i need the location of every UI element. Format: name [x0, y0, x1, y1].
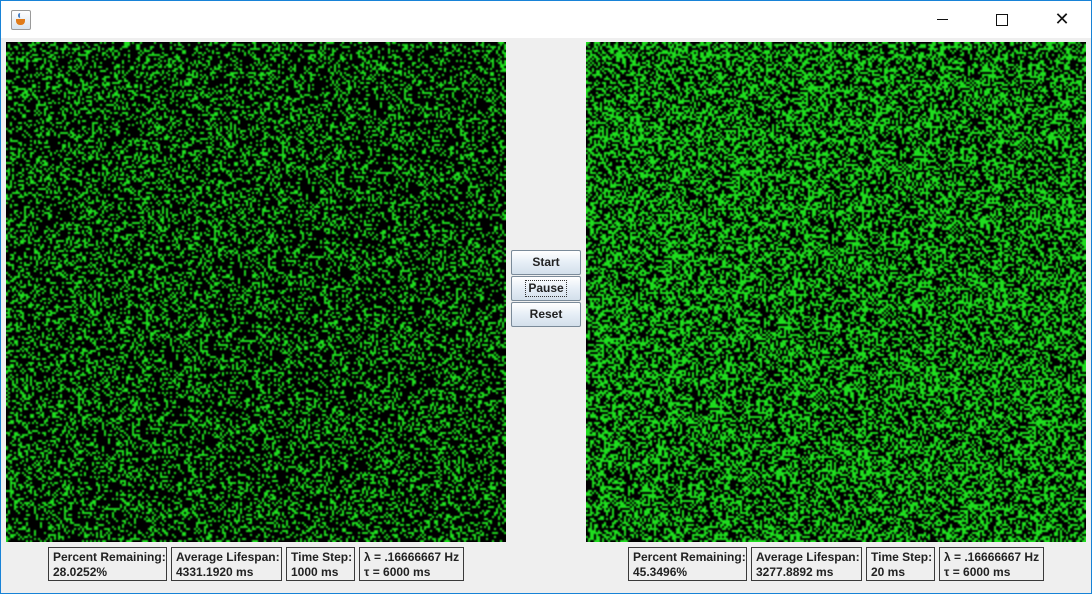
right-time-step: Time Step: 20 ms	[866, 547, 935, 581]
pause-button[interactable]: Pause	[511, 276, 581, 301]
left-lifespan-value: 4331.1920 ms	[176, 565, 254, 579]
control-buttons: Start Pause Reset	[511, 250, 581, 328]
close-button[interactable]: ✕	[1039, 1, 1085, 38]
start-button-label: Start	[532, 255, 560, 269]
right-simulation-panel	[586, 42, 1086, 542]
right-percent-label: Percent Remaining:	[633, 550, 746, 564]
minimize-button[interactable]	[919, 1, 965, 38]
right-tau-text: τ = 6000 ms	[944, 565, 1011, 579]
left-time-step: Time Step: 1000 ms	[286, 547, 355, 581]
left-percent-remaining: Percent Remaining: 28.0252%	[48, 547, 167, 581]
left-lifespan-label: Average Lifespan:	[176, 550, 280, 564]
maximize-button[interactable]	[979, 1, 1025, 38]
right-lambda-text: λ = .16666667 Hz	[944, 550, 1040, 564]
reset-button[interactable]: Reset	[511, 302, 581, 327]
left-average-lifespan: Average Lifespan: 4331.1920 ms	[171, 547, 282, 581]
maximize-icon	[996, 13, 1008, 26]
left-tau-text: τ = 6000 ms	[364, 565, 431, 579]
right-step-label: Time Step:	[871, 550, 933, 564]
left-step-value: 1000 ms	[291, 565, 339, 579]
left-percent-label: Percent Remaining:	[53, 550, 166, 564]
left-simulation-panel	[6, 42, 506, 542]
minimize-icon	[936, 19, 948, 20]
right-lifespan-label: Average Lifespan:	[756, 550, 860, 564]
left-decay-grid	[6, 42, 506, 542]
title-bar[interactable]: ✕	[1, 1, 1091, 38]
pause-button-label: Pause	[525, 280, 567, 297]
java-cup-shape	[16, 19, 25, 25]
close-icon: ✕	[1054, 9, 1070, 30]
java-app-icon[interactable]	[11, 10, 31, 30]
java-steam-shape	[18, 13, 24, 18]
left-percent-value: 28.0252%	[53, 565, 108, 579]
right-decay-grid	[586, 42, 1086, 542]
right-percent-remaining: Percent Remaining: 45.3496%	[628, 547, 747, 581]
right-average-lifespan: Average Lifespan: 3277.8892 ms	[751, 547, 862, 581]
reset-button-label: Reset	[529, 307, 563, 321]
left-step-label: Time Step:	[291, 550, 353, 564]
right-step-value: 20 ms	[871, 565, 906, 579]
right-lifespan-value: 3277.8892 ms	[756, 565, 834, 579]
right-decay-constants: λ = .16666667 Hz τ = 6000 ms	[939, 547, 1044, 581]
left-decay-constants: λ = .16666667 Hz τ = 6000 ms	[359, 547, 464, 581]
left-lambda-text: λ = .16666667 Hz	[364, 550, 460, 564]
right-percent-value: 45.3496%	[633, 565, 688, 579]
start-button[interactable]: Start	[511, 250, 581, 275]
